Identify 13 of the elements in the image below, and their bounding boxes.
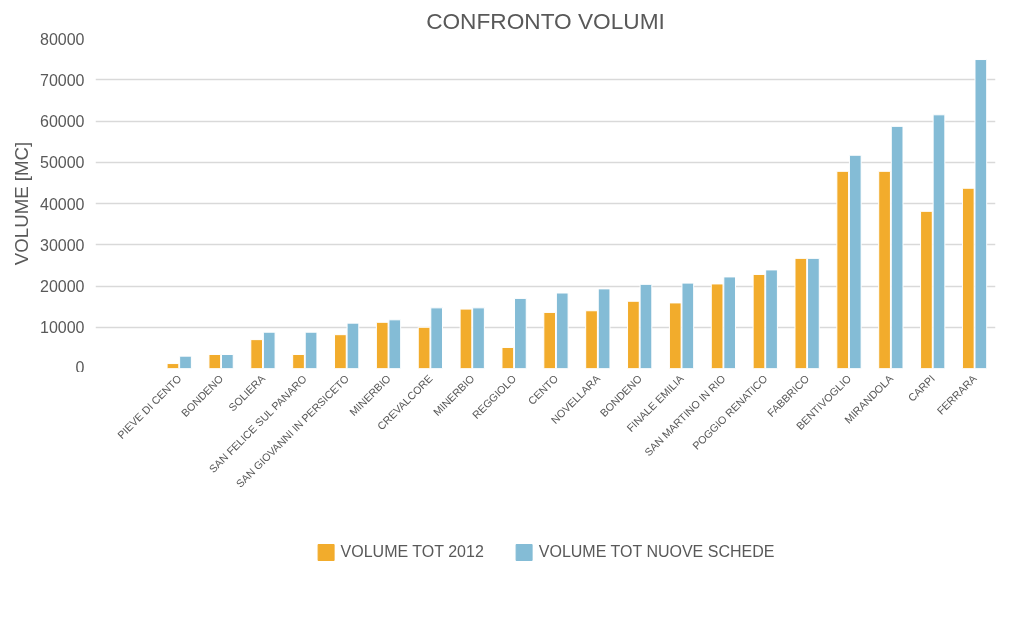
y-axis-title: VOLUME [MC] xyxy=(11,141,33,266)
legend-label: VOLUME TOT 2012 xyxy=(340,543,484,561)
y-tick-label: 50000 xyxy=(40,154,85,172)
y-tick-label: 20000 xyxy=(40,278,85,295)
y-tick-label: 0 xyxy=(75,358,85,376)
chart-title: CONFRONTO VOLUMI xyxy=(426,7,665,34)
y-tick-label: 10000 xyxy=(40,319,85,337)
y-tick-label: 80000 xyxy=(40,30,85,48)
y-tick-label: 70000 xyxy=(40,71,85,89)
y-tick-label: 40000 xyxy=(40,195,85,213)
legend-label: VOLUME TOT NUOVE SCHEDE xyxy=(538,543,775,561)
y-tick-label: 60000 xyxy=(40,113,85,130)
y-tick-label: 30000 xyxy=(40,236,85,254)
